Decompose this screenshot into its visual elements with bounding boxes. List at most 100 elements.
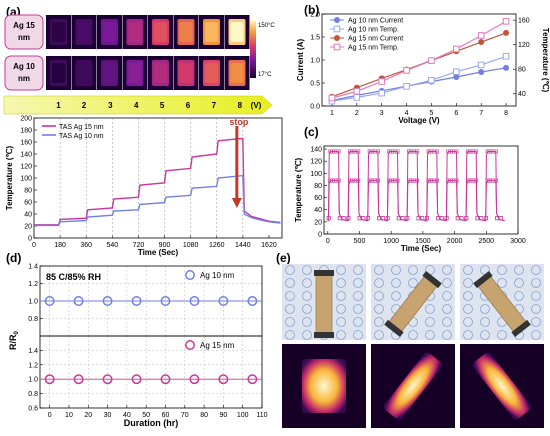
pattern-dot: [336, 291, 346, 301]
legend-label: TAS Ag 15 nm: [59, 124, 104, 131]
pattern-dot: [374, 278, 384, 288]
pattern-dot: [391, 265, 401, 275]
data-point: [378, 89, 385, 97]
pattern-dot: [408, 330, 418, 340]
pattern-dot: [408, 278, 418, 288]
x-tick-label: 1260: [209, 242, 225, 249]
series-line: [331, 20, 507, 99]
clip-bottom: [314, 332, 334, 338]
pattern-dot: [531, 330, 541, 340]
data-point: [44, 374, 55, 385]
pattern-dot: [463, 265, 473, 275]
legend-label: Ag 10 nm: [200, 271, 235, 280]
pattern-dot: [480, 317, 490, 327]
x-tick-label: 900: [159, 242, 171, 249]
row-label-ag10: Ag 10: [13, 62, 35, 71]
pattern-dot: [442, 317, 452, 327]
x-tick-label: 2: [355, 110, 359, 117]
row-label-ag15: Ag 15: [13, 21, 35, 30]
voltage-step-1: 1: [56, 101, 61, 110]
clip-top: [473, 271, 493, 289]
data-point: [478, 68, 485, 75]
y-tick-label: 80: [314, 183, 322, 190]
pattern-dot: [391, 291, 401, 301]
ir-frame-core: [103, 63, 116, 83]
pattern-dot: [353, 330, 363, 340]
pattern-dot: [425, 304, 435, 314]
panel-label-e: (e): [276, 251, 291, 265]
x-tick-label: 2000: [447, 238, 463, 245]
pattern-dot: [302, 304, 312, 314]
x-tick-label: 0: [326, 238, 330, 245]
pattern-dot: [374, 291, 384, 301]
pattern-dot: [285, 317, 295, 327]
row-label-box-ag15: [4, 14, 44, 50]
x-tick-label: 0: [32, 242, 36, 249]
y-tick-label: 1.2: [28, 362, 38, 369]
pattern-dot: [425, 317, 435, 327]
voltage-band: [3, 95, 273, 115]
y-tick-label: 120: [20, 163, 32, 170]
pattern-dot: [463, 291, 473, 301]
x-tick-label: 100: [237, 412, 249, 419]
x-tick-label: 4: [405, 110, 409, 117]
data-point: [247, 374, 258, 385]
ir-hotspot: [302, 359, 346, 413]
ir-frames-ag15: [46, 15, 250, 49]
x-tick-label: 3: [380, 110, 384, 117]
y-tick-label: 180: [20, 127, 32, 134]
ir-frame-core: [52, 22, 65, 42]
legend-marker: [334, 35, 340, 41]
y-axis-label: Current (A): [296, 39, 305, 82]
legend-label: Ag 10 nm Temp.: [348, 27, 399, 34]
x-tick-label: 50: [142, 412, 150, 419]
data-point: [44, 296, 55, 306]
stop-arrow-head: [231, 198, 242, 208]
data-point: [328, 94, 336, 102]
data-point: [477, 61, 485, 69]
pattern-dot: [336, 304, 346, 314]
pattern-dot: [374, 330, 384, 340]
clip-top: [314, 270, 334, 276]
y-tick-label: 1.4: [28, 348, 38, 355]
ir-hotspot-shape: [302, 359, 346, 413]
pattern-dot: [514, 291, 524, 301]
row-label-ag10-unit: nm: [18, 74, 30, 83]
heater-sample: [473, 271, 531, 337]
y-tick-label: 1.0: [310, 57, 320, 64]
x-tick-label: 500: [354, 238, 366, 245]
pattern-dot: [514, 265, 524, 275]
condition-annotation: 85 C/85% RH: [46, 272, 101, 282]
voltage-step-4: 4: [134, 101, 139, 110]
legend-label: Ag 10 nm Current: [348, 18, 403, 25]
x-tick-label: 10: [65, 412, 73, 419]
y2-tick-label: 120: [518, 42, 530, 49]
chart-b: 1 2 3 4 5 6 7 8 0.0 0.5 1.0 1.5 2.0 40 80 120 160 Ag 10 n…: [296, 11, 550, 125]
pattern-dot: [302, 291, 312, 301]
y-axis-label: Temperature (℃): [294, 157, 303, 222]
pattern-dot: [497, 265, 507, 275]
x-tick-label: 540: [106, 242, 118, 249]
row-label-ag15-unit: nm: [18, 33, 30, 42]
x-tick-label: 40: [123, 412, 131, 419]
pattern-dot: [302, 330, 312, 340]
legend-marker: [333, 43, 341, 51]
y-tick-label: 120: [310, 159, 322, 166]
pattern-dot: [353, 265, 363, 275]
y-tick-label: 20: [314, 219, 322, 226]
ir-frame-core: [205, 63, 218, 83]
data-point: [453, 74, 460, 81]
x-tick-label: 2500: [479, 238, 495, 245]
voltage-step-2: 2: [82, 101, 87, 110]
data-point: [189, 374, 200, 385]
pattern-dot: [442, 265, 452, 275]
ir-hotspot: [472, 352, 532, 420]
x-tick-label: 180: [54, 242, 66, 249]
y-tick-label: 0.5: [310, 80, 320, 87]
data-point: [73, 296, 84, 306]
row-label-box-ag10: [4, 55, 44, 91]
ir-frame-core: [230, 22, 244, 42]
pattern-dot: [285, 278, 295, 288]
y-tick-label: 1.5: [310, 34, 320, 41]
